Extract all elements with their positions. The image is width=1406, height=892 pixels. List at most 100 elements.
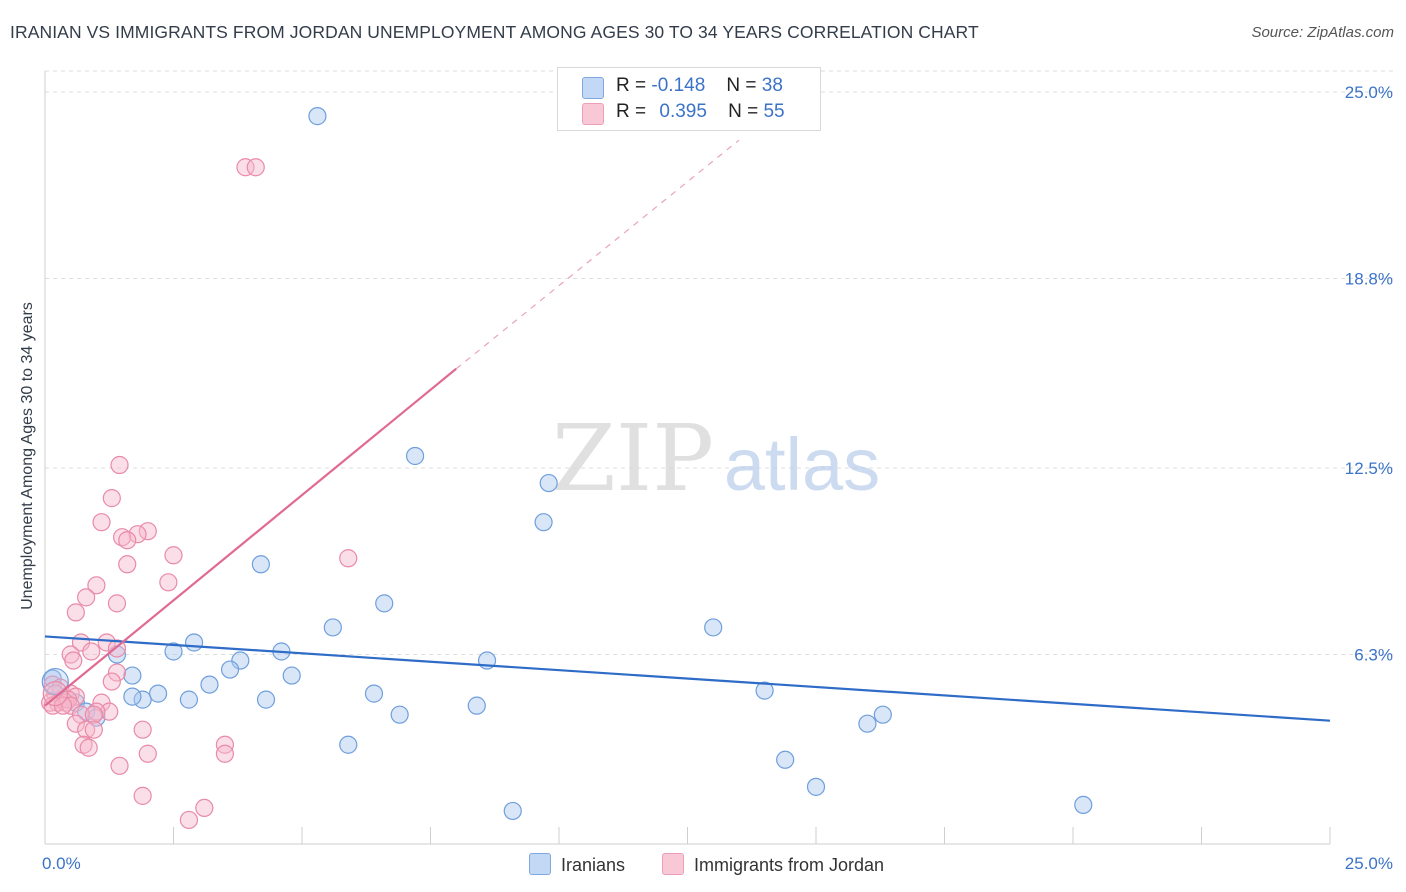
y-tick-label: 25.0%	[1345, 83, 1393, 102]
jordan-point	[66, 603, 85, 622]
jordan-point	[84, 705, 103, 724]
iranians-point	[534, 513, 553, 532]
jordan-point	[179, 810, 199, 830]
iranians-point	[467, 696, 486, 715]
iranians-point	[405, 446, 425, 466]
jordan-point	[107, 594, 127, 613]
jordan-point	[92, 513, 111, 532]
iranians-point	[873, 705, 892, 724]
jordan-point	[84, 720, 103, 739]
jordan-point	[102, 672, 121, 691]
legend-r-value-iranians: -0.148	[651, 75, 706, 96]
jordan-point	[133, 786, 152, 805]
legend-r-value-jordan: 0.395	[659, 101, 707, 122]
iranians-point	[323, 618, 342, 637]
legend-r-label: R =	[616, 101, 647, 122]
jordan-point	[138, 744, 157, 763]
bottom-legend-jordan: Immigrants from Jordan	[662, 853, 884, 876]
iranians-point	[390, 705, 409, 724]
iranians-point	[123, 687, 142, 706]
iranians-point	[231, 651, 250, 670]
jordan-point	[128, 525, 147, 544]
legend-swatch-jordan	[582, 103, 604, 125]
source-label: Source: ZipAtlas.com	[1251, 24, 1394, 41]
jordan-point	[61, 696, 80, 715]
jordan-point	[246, 158, 265, 177]
iranians-point	[282, 666, 301, 685]
jordan-point	[164, 546, 183, 565]
iranians-point	[1074, 795, 1093, 814]
jordan-point	[100, 702, 119, 721]
watermark: ZIP atlas	[552, 405, 880, 512]
legend-n-value-iranians: 38	[761, 75, 783, 96]
iranians-point	[539, 473, 558, 493]
jordan-point	[97, 633, 116, 652]
jordan-trend-line	[44, 367, 457, 707]
iranians-point	[806, 777, 826, 796]
jordan-point	[112, 528, 132, 547]
iranians-point	[179, 690, 199, 709]
jordan-point	[118, 531, 137, 550]
jordan-point	[87, 702, 106, 721]
iranians-point	[704, 618, 723, 637]
jordan-point	[339, 549, 358, 568]
x-tick-label: 0.0%	[42, 854, 81, 873]
iranians-point	[503, 801, 522, 821]
y-tick-label: 18.8%	[1345, 270, 1393, 289]
jordan-point	[159, 573, 178, 592]
watermark-zip: ZIP	[552, 405, 714, 512]
tick-labels: 6.3% 12.5% 18.8% 25.0% 0.0% 25.0%	[42, 83, 1393, 873]
bottom-legend-swatch-iranians	[529, 853, 551, 875]
jordan-point	[118, 555, 137, 574]
iranians-point	[308, 107, 327, 126]
x-tick-label: 25.0%	[1345, 854, 1393, 873]
iranians-point	[251, 555, 270, 574]
iranians-point	[375, 594, 394, 613]
jordan-point	[77, 720, 96, 739]
jordan-point	[138, 522, 157, 541]
jordan-point	[82, 642, 101, 661]
legend-n-label: N =	[726, 75, 757, 96]
jordan-point	[66, 714, 85, 733]
bottom-legend-swatch-jordan	[662, 853, 684, 875]
data-points	[41, 107, 1093, 830]
iranians-trend-line	[44, 635, 1331, 722]
iranians-point	[184, 633, 204, 652]
jordan-trend-extension	[455, 139, 740, 370]
iranians-point	[123, 666, 142, 685]
watermark-atlas: atlas	[724, 423, 880, 506]
jordan-point	[64, 651, 83, 670]
jordan-point	[107, 663, 127, 682]
bottom-legend-label-iranians: Iranians	[561, 855, 626, 875]
iranians-point	[776, 750, 795, 769]
y-tick-label: 6.3%	[1354, 646, 1393, 665]
legend-n-value-jordan: 55	[763, 101, 785, 122]
jordan-point	[110, 756, 129, 775]
jordan-point	[79, 738, 98, 757]
iranians-point	[339, 735, 358, 754]
trend-lines	[44, 139, 1331, 722]
chart-title: IRANIAN VS IMMIGRANTS FROM JORDAN UNEMPL…	[10, 22, 979, 42]
iranians-point	[755, 681, 774, 700]
jordan-point	[87, 576, 106, 595]
jordan-point	[42, 681, 68, 707]
jordan-point	[74, 735, 93, 754]
jordan-point	[133, 720, 152, 739]
iranians-point	[256, 690, 276, 709]
legend-swatch-iranians	[582, 77, 604, 99]
correlation-legend: R = -0.148 N = 38 R = 0.395 N = 55	[557, 67, 821, 131]
bottom-legend-iranians: Iranians	[529, 853, 625, 876]
jordan-point	[215, 744, 234, 763]
bottom-legend-label-jordan: Immigrants from Jordan	[694, 855, 885, 875]
jordan-point	[77, 588, 96, 607]
iranians-point	[164, 642, 183, 661]
y-tick-label: 12.5%	[1345, 459, 1393, 478]
jordan-point	[102, 489, 121, 508]
jordan-point	[110, 455, 129, 475]
iranians-point	[200, 675, 219, 694]
iranians-point	[220, 660, 240, 679]
iranians-point	[133, 690, 152, 709]
legend-n-label: N =	[728, 101, 759, 122]
jordan-point	[195, 798, 214, 818]
